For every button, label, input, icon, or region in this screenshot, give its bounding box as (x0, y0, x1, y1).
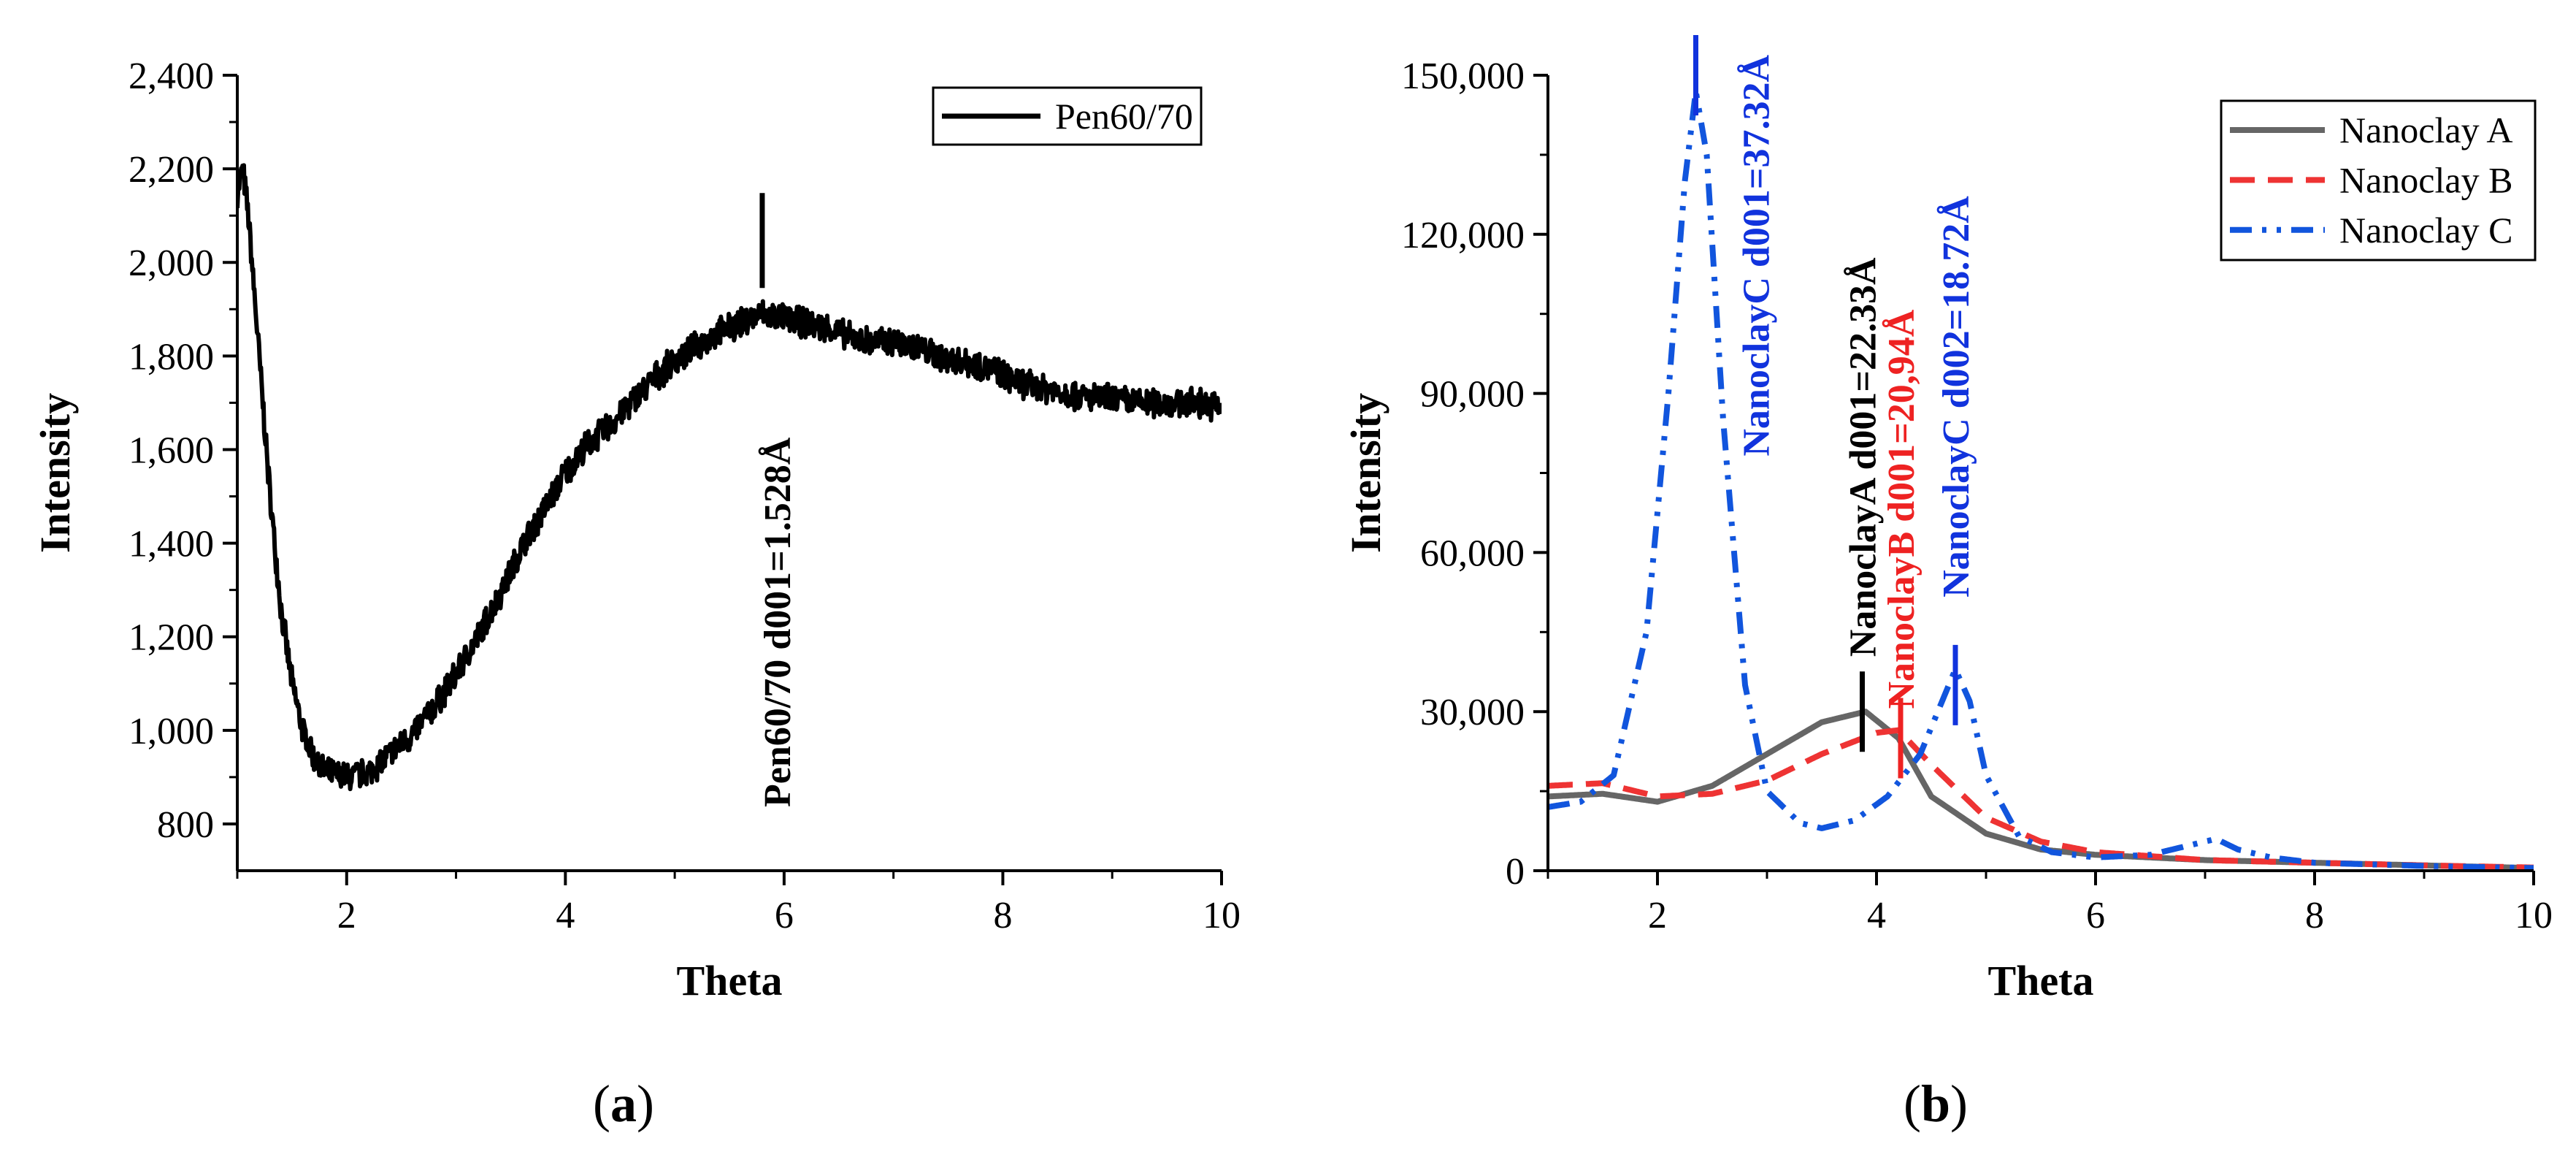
y-tick-label: 1,000 (129, 711, 214, 752)
annotation-label-0: Pen60/70 d001=1.528Å (757, 437, 799, 807)
y-tick-label: 800 (157, 804, 214, 846)
x-tick-label: 2 (1648, 895, 1667, 936)
y-tick-label: 2,000 (129, 243, 214, 284)
legend-label-0: Nanoclay A (2339, 110, 2512, 150)
series-line-nanoclay-b (1548, 727, 2534, 871)
chart-panel-b: NanoclayC d001=37.32Å NanoclayA d001=22.3… (1342, 35, 2553, 1004)
caption-a: (a) (593, 1075, 654, 1133)
x-tick-label: 6 (775, 895, 794, 936)
x-tick-label: 2 (337, 895, 356, 936)
y-tick-label: 90,000 (1420, 374, 1525, 416)
y-axis-title: Intensity (31, 393, 79, 553)
x-tick-label: 8 (993, 895, 1012, 936)
caption-b: (b) (1904, 1075, 1969, 1133)
annotation-label-2: NanoclayB d001=20,94Å (1881, 309, 1923, 709)
y-tick-label: 150,000 (1401, 56, 1525, 97)
chart-panel-a: Pen60/70 d001=1.528Å 2 4 6 8 10 800 1,000 1,200 1… (31, 56, 1241, 1004)
y-tick-label: 30,000 (1420, 692, 1525, 733)
x-axis-title: Theta (1988, 957, 2094, 1004)
y-tick-label: 1,200 (129, 617, 214, 659)
y-tick-label: 2,400 (129, 56, 214, 97)
caption-b-letter: b (1920, 1075, 1951, 1133)
annotation-label-3: NanoclayC d002=18.72Å (1936, 196, 1977, 598)
x-tick-label: 10 (2515, 895, 2553, 936)
annotation-label-0: NanoclayC d001=37.32Å (1736, 55, 1778, 457)
x-tick-label: 10 (1203, 895, 1241, 936)
y-axis-title: Intensity (1342, 393, 1389, 553)
caption-a-letter: a (610, 1075, 637, 1133)
x-tick-label: 4 (556, 895, 575, 936)
series-line-nanoclay-a (1548, 709, 2534, 871)
legend-label-0: Pen60/70 (1055, 96, 1193, 137)
legend-label-1: Nanoclay B (2339, 159, 2512, 200)
y-tick-label: 1,600 (129, 430, 214, 471)
y-tick-label: 2,200 (129, 149, 214, 191)
x-tick-label: 8 (2305, 895, 2324, 936)
legend-label-2: Nanoclay C (2339, 210, 2512, 251)
x-tick-label: 6 (2086, 895, 2105, 936)
x-axis-title: Theta (677, 957, 783, 1004)
annotation-label-1: NanoclayA d001=22.33Å (1843, 257, 1885, 657)
y-tick-label: 1,400 (129, 524, 214, 565)
y-tick-label: 60,000 (1420, 533, 1525, 574)
y-tick-label: 0 (1506, 851, 1525, 893)
series-line-pen60-70 (237, 163, 1222, 792)
x-tick-label: 4 (1867, 895, 1886, 936)
y-tick-label: 1,800 (129, 336, 214, 378)
y-tick-label: 120,000 (1401, 215, 1525, 256)
